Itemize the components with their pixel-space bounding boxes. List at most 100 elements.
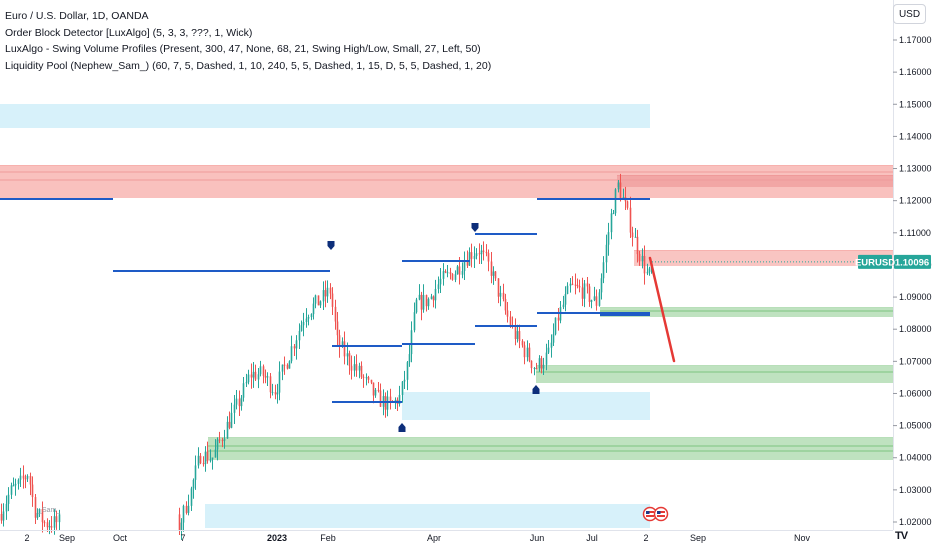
candle-body [178, 514, 181, 532]
candle-body [228, 421, 231, 428]
tradingview-logo-icon: TV [894, 530, 908, 542]
time-tick-label: 2 [24, 533, 29, 543]
time-tick-label: Sep [59, 533, 75, 543]
candle-body [410, 330, 413, 355]
candle-body [50, 526, 53, 528]
candle-body [427, 298, 430, 307]
candle-body [271, 392, 274, 394]
candle-body [360, 365, 363, 377]
candle-body [214, 449, 217, 458]
red-zone-inner [617, 175, 893, 187]
projection-arrow [648, 256, 676, 363]
candle-body [622, 197, 625, 199]
price-tick-label: 1.07000 [899, 356, 932, 366]
blue-zone-1025 [205, 504, 650, 528]
candle-body [425, 294, 428, 307]
candle-body [492, 271, 495, 276]
candle-body [58, 514, 61, 523]
candle-body [218, 439, 221, 441]
candle-body [254, 371, 257, 380]
time-tick-label: 2 [643, 533, 648, 543]
candle-body [598, 292, 601, 306]
candle-body [614, 189, 617, 214]
candle-body [341, 341, 344, 348]
candle-body [367, 377, 370, 380]
candle-body [398, 394, 401, 404]
candle-body [362, 376, 365, 378]
currency-button[interactable]: USD [893, 4, 926, 24]
candle-body [221, 440, 224, 442]
candle-body [444, 271, 447, 273]
candle-body [274, 392, 277, 395]
price-tick-label: 1.03000 [899, 485, 932, 495]
candle-body [451, 273, 454, 280]
candle-body [41, 509, 44, 523]
candle-body [550, 342, 553, 348]
candle-body [19, 475, 22, 480]
candle-body [631, 232, 634, 238]
candle-body [605, 244, 608, 263]
time-tick-label: 7 [180, 533, 185, 543]
candle-body [430, 296, 433, 299]
candle-body [22, 475, 25, 479]
candle-body [418, 294, 421, 300]
candle-body [415, 299, 418, 313]
candle-body [408, 354, 411, 363]
candle-body [245, 382, 248, 384]
candle-body [434, 288, 437, 301]
candle-body [648, 268, 651, 272]
candle-body [365, 377, 368, 379]
candle-body [518, 331, 521, 341]
time-tick-label: Nov [794, 533, 811, 543]
candle-body [406, 362, 409, 380]
candle-body [482, 250, 485, 252]
candle-body [206, 451, 209, 462]
candle-body [458, 266, 461, 275]
swing-low-marker-icon [532, 385, 540, 394]
candle-body [190, 488, 193, 506]
candle-body [358, 365, 361, 371]
candle-body [590, 300, 593, 302]
price-tick-label: 1.15000 [899, 99, 932, 109]
candle-body [612, 213, 615, 215]
candle-body [600, 278, 603, 293]
time-tick-label: Jun [530, 533, 545, 543]
candle-body [607, 232, 610, 245]
candle-body [223, 438, 226, 441]
candle-body [641, 255, 644, 262]
candle-body [449, 272, 452, 274]
candle-body [480, 250, 483, 255]
candle-body [504, 299, 507, 311]
candle-body [566, 285, 569, 294]
candle-body [514, 325, 517, 340]
price-tag: EURUSD 1.10096 [855, 254, 931, 269]
candle-body [523, 345, 526, 358]
price-tick-label: 1.16000 [899, 67, 932, 77]
candle-body [502, 292, 505, 300]
candle-body [454, 274, 457, 280]
pool-label: _Sam_ [37, 507, 60, 514]
candle-body [250, 374, 253, 378]
candle-body [199, 455, 202, 464]
candle-body [247, 374, 250, 383]
candle-body [521, 340, 524, 346]
candle-body [437, 284, 440, 289]
candle-body [487, 253, 490, 262]
candle-body [626, 201, 629, 208]
candle-body [557, 317, 560, 321]
candle-body [413, 312, 416, 331]
candle-body [638, 254, 641, 262]
candle-body [298, 330, 301, 341]
candle-body [197, 455, 200, 466]
candle-body [346, 353, 349, 357]
candle-body [233, 404, 236, 413]
candle-body [372, 382, 375, 396]
price-tick-label: 1.17000 [899, 35, 932, 45]
candle-body [36, 512, 39, 518]
candle-body [293, 346, 296, 349]
candle-body [634, 236, 637, 238]
candle-body [547, 347, 550, 353]
swing-high-marker-icon [327, 241, 335, 250]
